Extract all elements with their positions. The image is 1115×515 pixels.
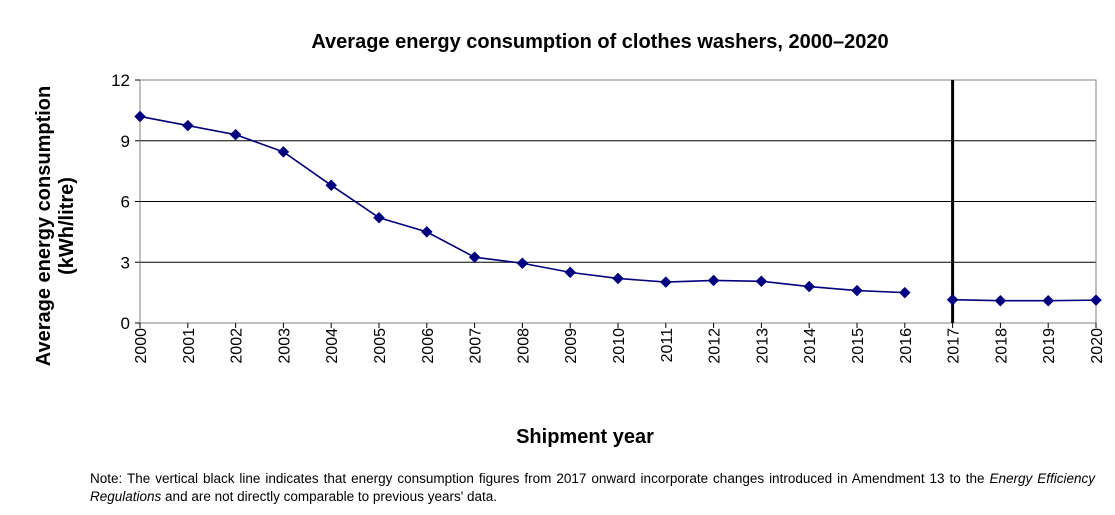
data-point [373, 211, 385, 224]
chart-note: Note: The vertical black line indicates … [90, 470, 1095, 506]
x-tick-label: 2001 [181, 328, 198, 364]
x-tick-label: 2013 [754, 328, 771, 364]
x-tick-label: 2006 [420, 328, 437, 364]
data-point [851, 284, 863, 297]
data-point [325, 179, 338, 192]
x-axis-title: Shipment year [516, 426, 654, 448]
data-point [420, 226, 433, 238]
data-point [659, 276, 672, 288]
x-tick-label: 2010 [611, 328, 628, 364]
x-tick-label: 2015 [850, 328, 867, 364]
x-tick-label: 2000 [133, 328, 150, 364]
chart-title: Average energy consumption of clothes wa… [311, 31, 888, 53]
x-tick-label: 2012 [707, 328, 724, 364]
y-tick-labels: 0 3 6 9 12 [111, 71, 140, 333]
y-tick-label: 0 [121, 314, 130, 333]
data-point [946, 293, 959, 306]
x-tick-label: 2007 [468, 328, 485, 364]
data-point [468, 251, 481, 264]
x-tick-label: 2002 [229, 328, 246, 364]
y-tick-label: 6 [121, 193, 130, 212]
x-tick-label: 2009 [563, 328, 580, 364]
x-tick-label: 2011 [659, 328, 676, 363]
y-axis-title-line-2: (kWh/litre) [56, 177, 78, 275]
series-group [134, 110, 1102, 307]
x-tick-label: 2008 [515, 328, 532, 364]
series-line [952, 298, 1097, 302]
x-tick-label: 2020 [1089, 328, 1106, 364]
data-point [755, 275, 768, 288]
x-tick-label: 2017 [946, 328, 963, 364]
y-tick-label: 9 [121, 132, 130, 151]
line-chart: Average energy consumption of clothes wa… [33, 31, 1106, 448]
x-tick-label: 2019 [1041, 328, 1058, 364]
data-point [277, 146, 290, 158]
data-point [134, 110, 146, 123]
data-point [612, 272, 624, 285]
data-point [707, 274, 720, 287]
x-tick-label: 2005 [372, 328, 389, 364]
data-point [564, 266, 577, 279]
x-tick-labels: 2000 2001 2002 2003 2004 2005 2006 2007 2008 2009… [133, 323, 1106, 364]
data-point [1090, 294, 1102, 306]
data-point [994, 294, 1007, 307]
x-tick-label: 2016 [898, 328, 915, 364]
x-tick-label: 2003 [276, 328, 293, 364]
y-tick-label: 3 [121, 253, 130, 272]
data-point [229, 128, 242, 141]
data-point [803, 280, 816, 293]
y-axis-title-line-1: Average energy consumption [33, 86, 55, 366]
y-tick-label: 12 [111, 71, 130, 90]
data-point [898, 286, 911, 299]
data-point [1042, 294, 1055, 307]
note-regulation-name: Energy Efficiency Regulations [90, 471, 1095, 504]
x-tick-label: 2014 [802, 328, 819, 364]
note-text-end: and are not directly comparable to previ… [161, 489, 498, 504]
gridlines [140, 140, 1096, 263]
x-tick-label: 2004 [324, 328, 341, 364]
data-point [181, 119, 194, 132]
data-point [516, 257, 529, 270]
note-text: Note: The vertical black line indicates … [90, 471, 990, 486]
x-tick-label: 2018 [993, 328, 1010, 364]
y-axis-title: Average energy consumption (kWh/litre) [33, 86, 78, 366]
